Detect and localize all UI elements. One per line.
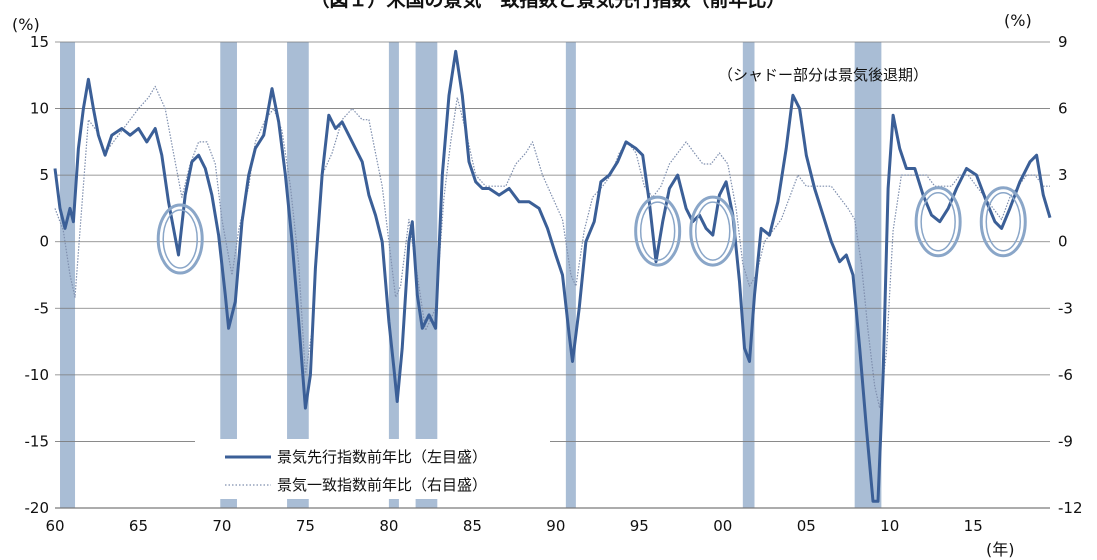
legend-box <box>195 439 550 499</box>
recession-band-3 <box>388 42 399 508</box>
series-lines <box>53 49 1052 503</box>
highlight-circle-2 <box>689 195 737 267</box>
highlight-circle-inner-2 <box>695 201 731 261</box>
recession-band-5 <box>565 42 576 508</box>
highlight-circles <box>156 186 1027 275</box>
left-tick-label: 5 <box>39 166 49 184</box>
x-tick-label: 00 <box>713 517 732 535</box>
x-tick-label: 65 <box>129 517 148 535</box>
recession-shading <box>60 42 882 508</box>
x-tick-label: 60 <box>45 517 64 535</box>
right-tick-label: -6 <box>1058 366 1073 384</box>
legend-label-coincident: 景気一致指数前年比（右目盛） <box>277 476 487 494</box>
right-tick-label: -3 <box>1058 299 1073 317</box>
right-tick-label: 6 <box>1058 100 1068 118</box>
right-tick-label: 0 <box>1058 233 1068 251</box>
right-tick-label: -12 <box>1058 499 1083 517</box>
left-tick-label: 10 <box>30 100 49 118</box>
right-axis-ticks: 9 6 3 0 -3 -6 -9 -12 <box>1058 33 1083 517</box>
x-axis-ticks: 60 65 70 75 80 85 90 95 00 05 10 15 <box>45 517 982 535</box>
highlight-circle-inner-4 <box>985 191 1022 252</box>
left-axis-ticks: 15 10 5 0 -5 -10 -15 -20 <box>25 33 50 517</box>
highlight-circle-0 <box>156 203 204 275</box>
recession-band-4 <box>415 42 438 508</box>
left-tick-label: -15 <box>25 432 50 450</box>
highlight-circle-4 <box>979 186 1027 258</box>
highlight-circle-inner-0 <box>162 209 198 269</box>
x-tick-label: 10 <box>880 517 899 535</box>
legend-label-leading: 景気先行指数前年比（左目盛） <box>277 448 487 466</box>
left-tick-label: 0 <box>39 233 49 251</box>
x-tick-label: 70 <box>212 517 231 535</box>
right-tick-label: -9 <box>1058 432 1073 450</box>
right-tick-label: 9 <box>1058 33 1068 51</box>
left-tick-label: -5 <box>34 299 49 317</box>
gridlines <box>55 41 1050 509</box>
x-axis-unit: (年) <box>986 540 1015 559</box>
series-line-leading <box>53 49 1052 503</box>
chart-title: （図１）米国の景気一致指数と景気先行指数（前年比） <box>310 0 785 11</box>
x-tick-label: 85 <box>463 517 482 535</box>
x-tick-label: 05 <box>797 517 816 535</box>
recession-note: （シャドー部分は景気後退期） <box>718 66 928 84</box>
x-tick-label: 15 <box>964 517 983 535</box>
legend: 景気先行指数前年比（左目盛） 景気一致指数前年比（右目盛） <box>195 439 550 499</box>
recession-band-1 <box>220 42 237 508</box>
left-axis-unit: (%) <box>12 15 40 34</box>
x-tick-label: 95 <box>630 517 649 535</box>
right-tick-label: 3 <box>1058 166 1068 184</box>
recession-band-0 <box>60 42 76 508</box>
highlight-circle-inner-3 <box>920 191 956 252</box>
right-axis-unit: (%) <box>1004 11 1032 30</box>
x-tick-label: 90 <box>546 517 565 535</box>
highlight-circle-3 <box>914 186 962 258</box>
x-tick-label: 75 <box>296 517 315 535</box>
left-tick-label: 15 <box>30 33 49 51</box>
x-tick-label: 80 <box>379 517 398 535</box>
left-tick-label: -10 <box>25 366 50 384</box>
highlight-circle-1 <box>634 195 682 267</box>
left-tick-label: -20 <box>25 499 50 517</box>
highlight-circle-inner-1 <box>639 201 676 261</box>
recession-band-2 <box>287 42 309 508</box>
recession-band-6 <box>742 42 755 508</box>
